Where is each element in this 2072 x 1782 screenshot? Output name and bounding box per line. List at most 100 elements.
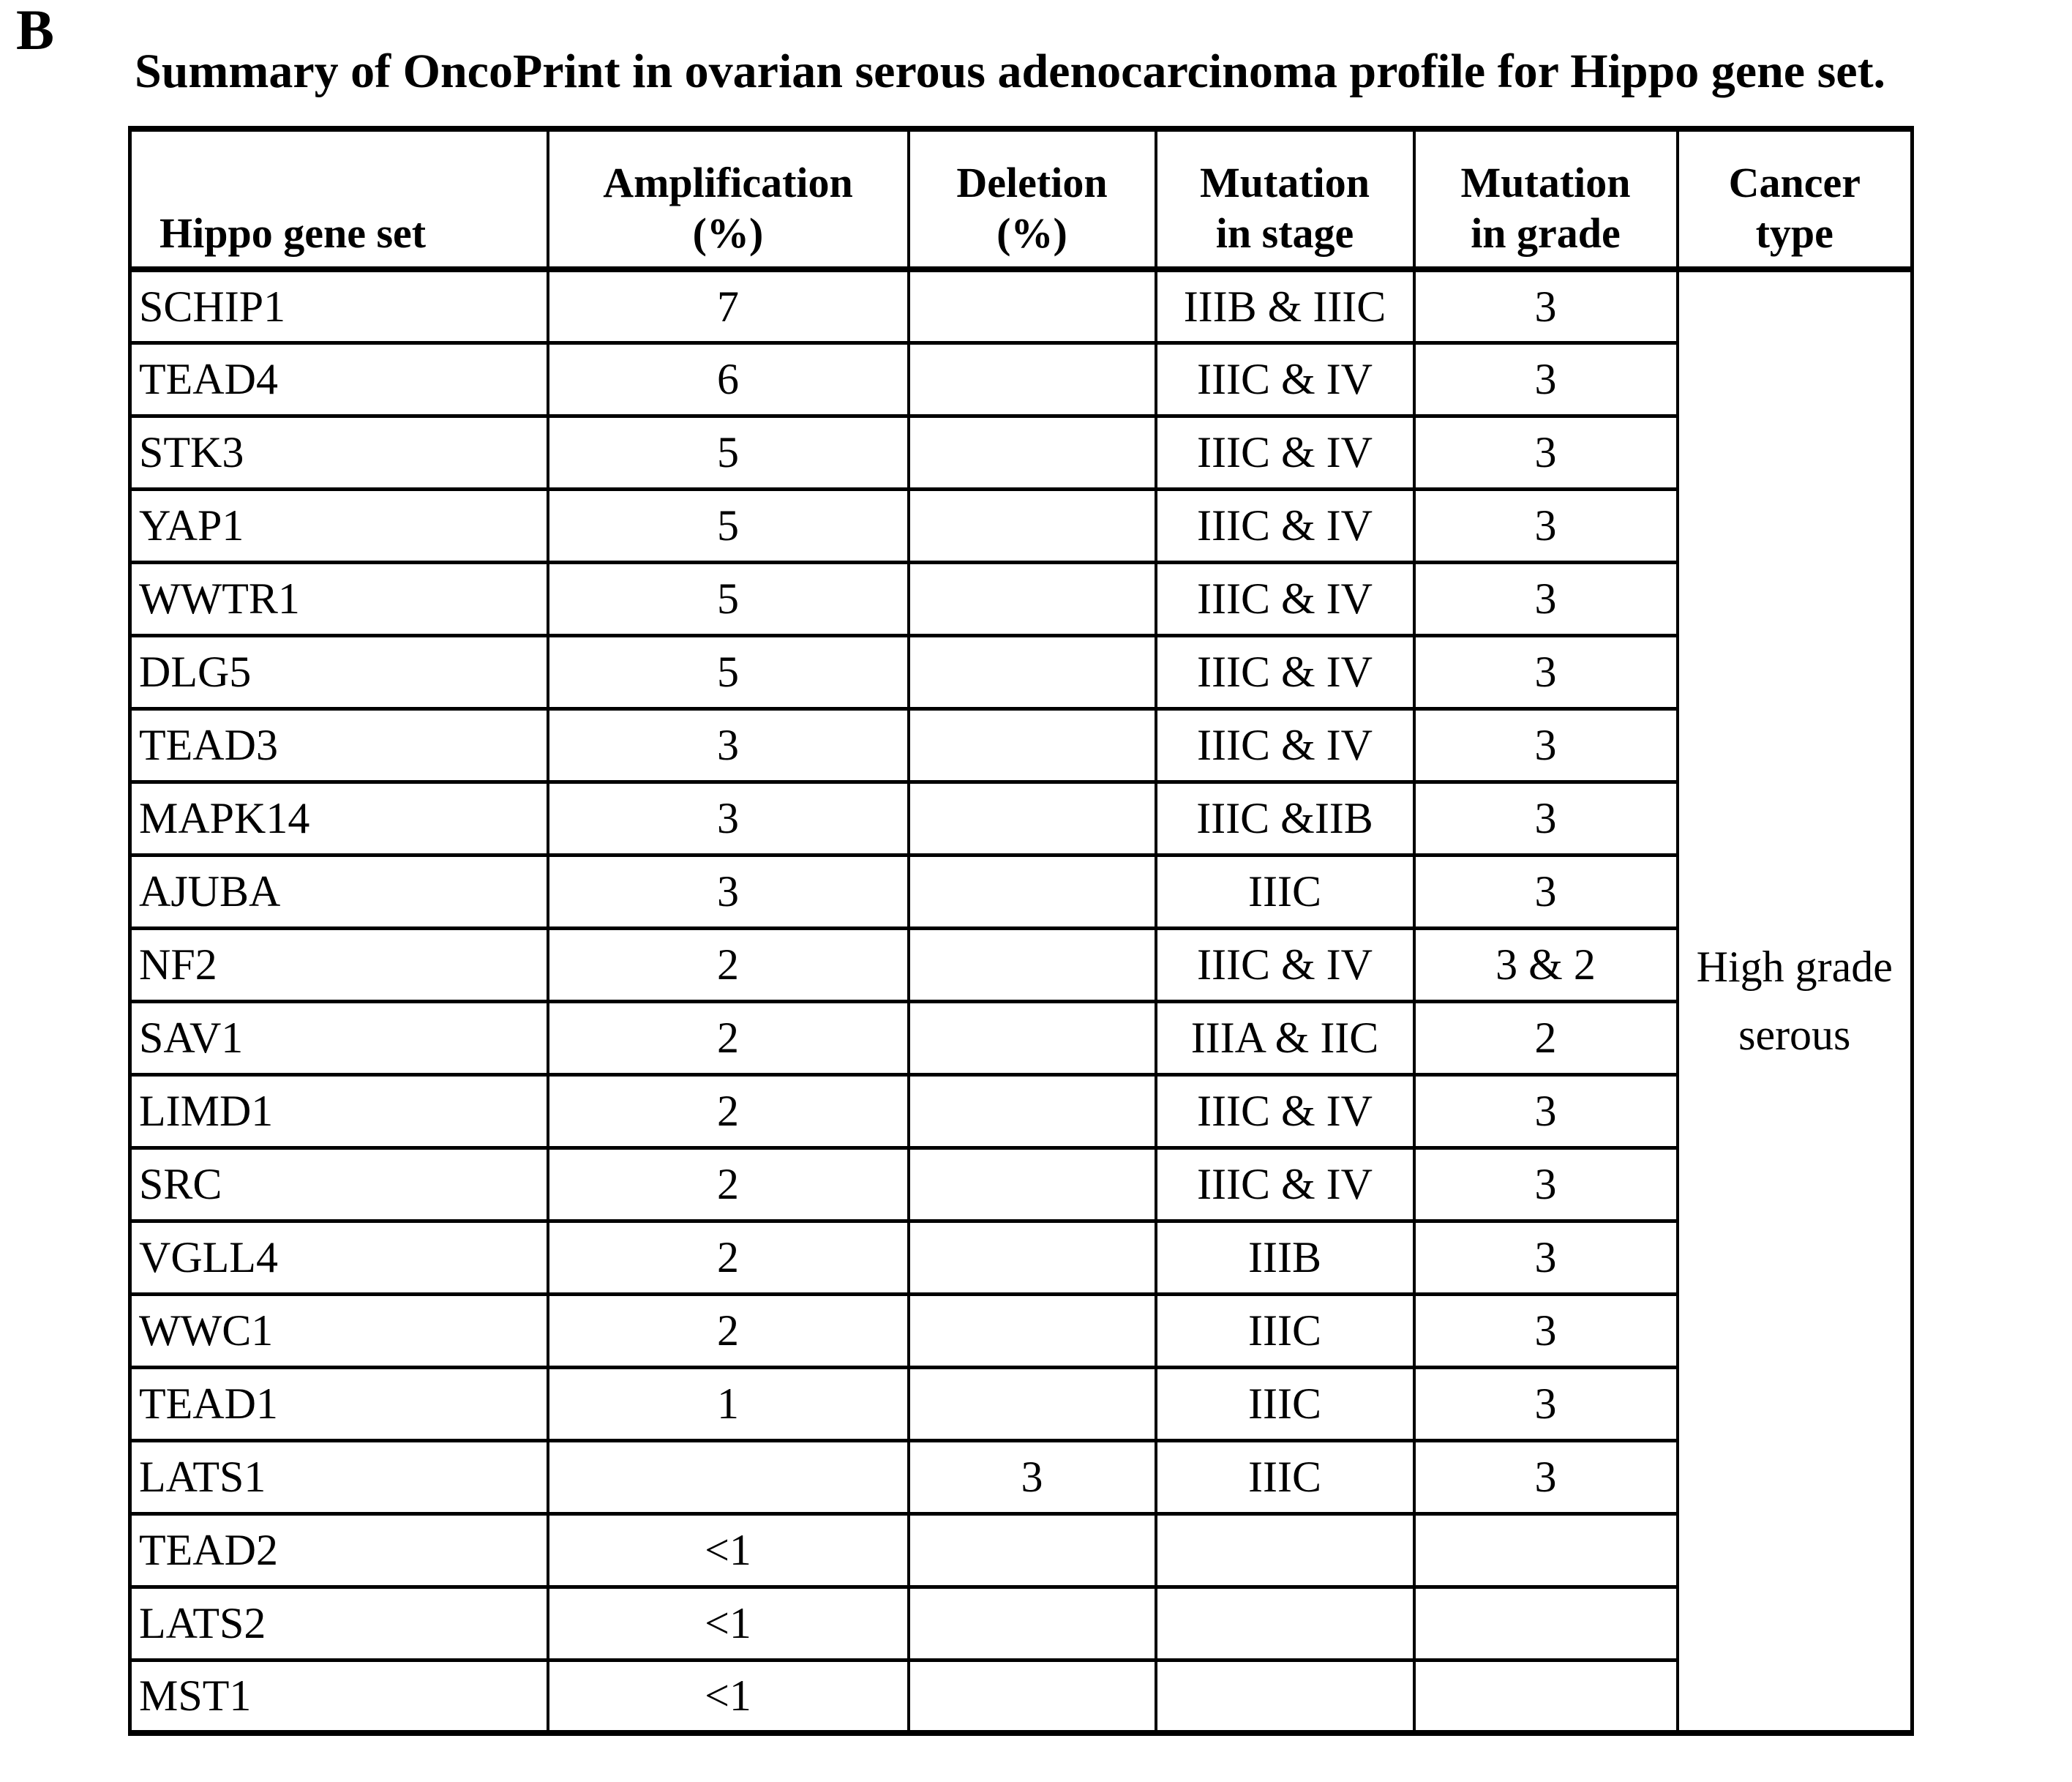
mutation-grade-cell: 3 — [1412, 633, 1679, 711]
cancer-type-line1: High grade — [1696, 943, 1893, 991]
mutation-stage-cell: IIIC & IV — [1154, 706, 1416, 784]
column-header-cancer-type: Cancer type — [1675, 127, 1914, 272]
amplification-cell: 2 — [546, 1072, 910, 1150]
deletion-cell — [906, 1584, 1157, 1662]
deletion-cell — [906, 779, 1157, 857]
amplification-cell: 5 — [546, 560, 910, 637]
table-row: SRC 2 IIIC & IV 3 — [128, 1145, 1913, 1223]
deletion-cell — [906, 487, 1157, 564]
gene-cell: STK3 — [128, 413, 549, 491]
amplification-cell: 6 — [546, 340, 910, 418]
table-row: MAPK14 3 IIIC &IIB 3 — [128, 779, 1913, 857]
mutation-stage-cell — [1154, 1658, 1416, 1735]
mutation-grade-cell: 3 & 2 — [1412, 926, 1679, 1003]
amplification-cell: 5 — [546, 487, 910, 564]
panel-label: B — [16, 0, 55, 61]
column-header-grade-line2: in grade — [1471, 209, 1621, 258]
mutation-stage-cell: IIIC — [1154, 1438, 1416, 1516]
deletion-cell — [906, 853, 1157, 930]
mutation-grade-cell: 3 — [1412, 1072, 1679, 1150]
amplification-cell: 2 — [546, 1218, 910, 1296]
mutation-grade-cell — [1412, 1658, 1679, 1735]
mutation-grade-cell: 3 — [1412, 1292, 1679, 1369]
table-row: TEAD2 <1 — [128, 1511, 1913, 1589]
column-header-amplification-line1: Amplification — [603, 158, 853, 206]
mutation-stage-cell: IIIB — [1154, 1218, 1416, 1296]
deletion-cell — [906, 560, 1157, 637]
mutation-stage-cell: IIIC & IV — [1154, 1145, 1416, 1223]
amplification-cell: 2 — [546, 1292, 910, 1369]
amplification-cell: 3 — [546, 779, 910, 857]
gene-cell: TEAD4 — [128, 340, 549, 418]
gene-cell: SCHIP1 — [128, 267, 549, 345]
column-header-gene-label: Hippo gene set — [159, 209, 427, 258]
mutation-stage-cell: IIIC & IV — [1154, 487, 1416, 564]
amplification-cell: <1 — [546, 1511, 910, 1589]
deletion-cell — [906, 413, 1157, 491]
gene-cell: DLG5 — [128, 633, 549, 711]
table-header: Hippo gene set Amplification (%) Deletio… — [128, 127, 1914, 272]
column-header-deletion: Deletion (%) — [906, 127, 1157, 272]
mutation-stage-cell: IIIC & IV — [1154, 413, 1416, 491]
gene-cell: TEAD2 — [128, 1511, 549, 1589]
header-row: Hippo gene set Amplification (%) Deletio… — [128, 127, 1914, 272]
gene-cell: TEAD3 — [128, 706, 549, 784]
column-header-deletion-line1: Deletion — [956, 158, 1108, 206]
table-row: NF2 2 IIIC & IV 3 & 2 — [128, 926, 1913, 1003]
mutation-grade-cell — [1412, 1584, 1679, 1662]
deletion-cell — [906, 1145, 1157, 1223]
gene-cell: MAPK14 — [128, 779, 549, 857]
cancer-type-line2: serous — [1738, 1011, 1851, 1059]
mutation-grade-cell: 2 — [1412, 999, 1679, 1077]
mutation-stage-cell: IIIC & IV — [1154, 1072, 1416, 1150]
gene-cell: SRC — [128, 1145, 549, 1223]
amplification-cell: 2 — [546, 1145, 910, 1223]
table-row: DLG5 5 IIIC & IV 3 — [128, 633, 1913, 711]
mutation-grade-cell: 3 — [1412, 1145, 1679, 1223]
amplification-cell: 3 — [546, 706, 910, 784]
amplification-cell: 7 — [546, 267, 910, 345]
gene-cell: LATS1 — [128, 1438, 549, 1516]
gene-cell: VGLL4 — [128, 1218, 549, 1296]
gene-cell: AJUBA — [128, 853, 549, 930]
amplification-cell: 5 — [546, 413, 910, 491]
deletion-cell — [906, 999, 1157, 1077]
mutation-stage-cell: IIIA & IIC — [1154, 999, 1416, 1077]
mutation-grade-cell: 3 — [1412, 267, 1679, 345]
deletion-cell — [906, 267, 1157, 345]
mutation-grade-cell: 3 — [1412, 1365, 1679, 1442]
mutation-grade-cell: 3 — [1412, 560, 1679, 637]
mutation-stage-cell: IIIC & IV — [1154, 926, 1416, 1003]
column-header-stage-line1: Mutation — [1200, 158, 1370, 206]
amplification-cell: 5 — [546, 633, 910, 711]
amplification-cell: 2 — [546, 999, 910, 1077]
table-row: STK3 5 IIIC & IV 3 — [128, 413, 1913, 491]
mutation-grade-cell: 3 — [1412, 853, 1679, 930]
cancer-type-cell: High grade serous — [1675, 267, 1914, 1735]
deletion-cell — [906, 1511, 1157, 1589]
mutation-stage-cell: IIIC & IV — [1154, 340, 1416, 418]
table-row: LATS2 <1 — [128, 1584, 1913, 1662]
mutation-stage-cell: IIIC & IV — [1154, 633, 1416, 711]
mutation-grade-cell: 3 — [1412, 413, 1679, 491]
mutation-grade-cell: 3 — [1412, 1438, 1679, 1516]
deletion-cell — [906, 633, 1157, 711]
gene-cell: TEAD1 — [128, 1365, 549, 1442]
amplification-cell: <1 — [546, 1584, 910, 1662]
deletion-cell — [906, 926, 1157, 1003]
deletion-cell — [906, 706, 1157, 784]
mutation-stage-cell — [1154, 1511, 1416, 1589]
gene-cell: WWTR1 — [128, 560, 549, 637]
table-row: SAV1 2 IIIA & IIC 2 — [128, 999, 1913, 1077]
mutation-stage-cell: IIIC — [1154, 1365, 1416, 1442]
table-row: VGLL4 2 IIIB 3 — [128, 1218, 1913, 1296]
figure-title: Summary of OncoPrint in ovarian serous a… — [135, 45, 1886, 98]
gene-cell: SAV1 — [128, 999, 549, 1077]
mutation-stage-cell: IIIC — [1154, 853, 1416, 930]
table-row: AJUBA 3 IIIC 3 — [128, 853, 1913, 930]
deletion-cell — [906, 1072, 1157, 1150]
gene-cell: NF2 — [128, 926, 549, 1003]
deletion-cell — [906, 1365, 1157, 1442]
deletion-cell — [906, 1292, 1157, 1369]
